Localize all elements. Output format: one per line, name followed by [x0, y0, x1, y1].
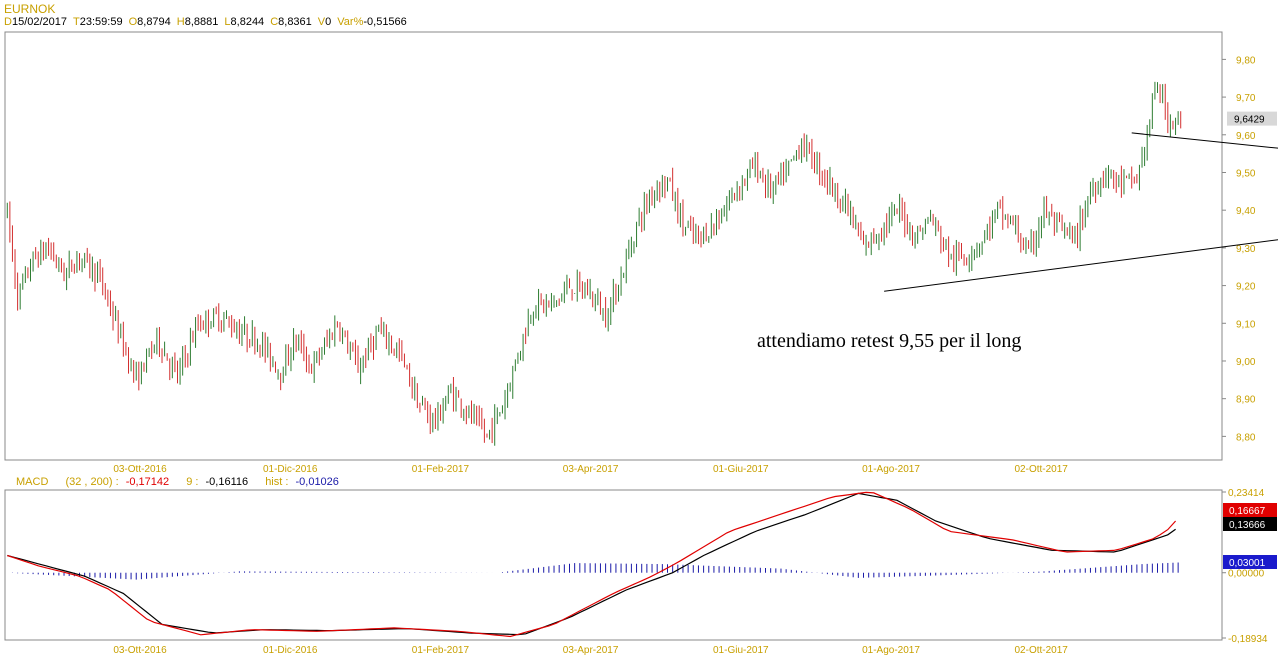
price-y-tick-label: 8,80 [1236, 432, 1256, 443]
price-y-tick-label: 9,20 [1236, 282, 1256, 293]
macd-y-tick-label: -0,18934 [1228, 634, 1268, 645]
last-price-label: 9,6429 [1234, 115, 1265, 126]
ohlc-value: 8,8244 [230, 16, 265, 28]
price-x-tick-label: 01-Giu-2017 [713, 464, 769, 475]
price-y-tick-label: 9,30 [1236, 244, 1256, 255]
trendline [1131, 132, 1278, 149]
macd-value-tag [1223, 503, 1277, 517]
macd-line [7, 491, 1177, 638]
macd-params: (32 , 200) : [65, 476, 119, 488]
ohlc-value: 8,8881 [184, 16, 219, 28]
price-panel: 9,80 9,70 9,60 9,50 9,40 9,30 9,20 9,10 9,00 8,90… [6, 55, 1278, 475]
macd-x-tick-label: 01-Giu-2017 [713, 645, 769, 656]
macd-value-tag-label: 0,03001 [1229, 558, 1266, 569]
macd-panel-frame [4, 489, 1223, 641]
ohlc-key: V [317, 16, 326, 28]
ohlc-value: 0 [325, 16, 332, 28]
macd-x-tick-label: 03-Ott-2016 [113, 645, 167, 656]
ohlc-key: L [224, 16, 231, 28]
signal-value: -0,16116 [205, 476, 249, 488]
ohlc-key: D [4, 16, 12, 28]
ohlc-value: 8,8361 [278, 16, 312, 28]
macd-name: MACD [16, 476, 49, 488]
price-y-tick-label: 9,80 [1236, 55, 1256, 66]
macd-value: -0,17142 [125, 476, 170, 488]
signal-line [7, 492, 1176, 636]
price-y-tick-label: 9,10 [1236, 319, 1256, 330]
hist-value: -0,01026 [295, 476, 339, 488]
macd-y-tick-label: 0,23414 [1228, 488, 1265, 499]
macd-x-tick-label: 02-Ott-2017 [1015, 645, 1069, 656]
macd-panel: 0,23414 0,00000 -0,18934 03-Ott-2016 01-Dic-… [7, 488, 1277, 656]
hist-label: hist : [265, 476, 289, 488]
price-x-tick-label: 03-Ott-2016 [113, 464, 167, 475]
price-panel-frame [4, 31, 1223, 461]
price-x-tick-label: 03-Apr-2017 [563, 464, 619, 475]
macd-x-tick-label: 01-Ago-2017 [862, 645, 920, 656]
symbol-title: EURNOK [4, 2, 56, 16]
macd-x-tick-label: 01-Dic-2016 [263, 645, 318, 656]
ohlc-key: Var% [337, 16, 364, 28]
price-y-tick-label: 9,60 [1236, 131, 1256, 142]
ohlc-key: T [73, 16, 80, 28]
ohlc-key: C [270, 16, 279, 28]
ohlc-value: 15/02/2017 [11, 16, 68, 28]
ohlc-key: H [176, 16, 185, 28]
price-x-tick-label: 01-Feb-2017 [412, 464, 470, 475]
signal-label: 9 : [186, 476, 199, 488]
price-y-tick-label: 9,40 [1236, 206, 1256, 217]
ohlc-value: -0,51566 [363, 16, 407, 28]
price-y-tick-label: 8,90 [1236, 395, 1256, 406]
price-x-tick-label: 02-Ott-2017 [1015, 464, 1069, 475]
trendline [884, 239, 1278, 292]
ohlc-value: 23:59:59 [79, 16, 123, 28]
macd-value-tag-label: 0,13666 [1229, 520, 1266, 531]
price-x-tick-label: 01-Ago-2017 [862, 464, 920, 475]
price-y-tick-label: 9,00 [1236, 357, 1256, 368]
ohlc-value: 8,8794 [137, 16, 171, 28]
price-x-tick-label: 01-Dic-2016 [263, 464, 318, 475]
macd-y-tick-label: 0,00000 [1228, 569, 1265, 580]
price-y-tick-label: 9,50 [1236, 168, 1256, 179]
macd-value-tag-label: 0,16667 [1229, 506, 1266, 517]
chart-annotation: attendiamo retest 9,55 per il long [757, 330, 1021, 352]
macd-x-tick-label: 03-Apr-2017 [563, 645, 619, 656]
macd-value-tag [1223, 517, 1277, 531]
macd-readout: MACD (32 , 200) : -0,17142 9 : -0,16116 … [16, 476, 339, 488]
ohlc-readout: D15/02/2017 T23:59:59 O8,8794 H8,8881 L8,824… [4, 16, 413, 28]
last-price-tag [1227, 111, 1277, 126]
macd-value-tag [1223, 555, 1277, 569]
ohlc-key: O [128, 16, 138, 28]
price-y-tick-label: 9,70 [1236, 93, 1256, 104]
macd-x-tick-label: 01-Feb-2017 [412, 645, 470, 656]
